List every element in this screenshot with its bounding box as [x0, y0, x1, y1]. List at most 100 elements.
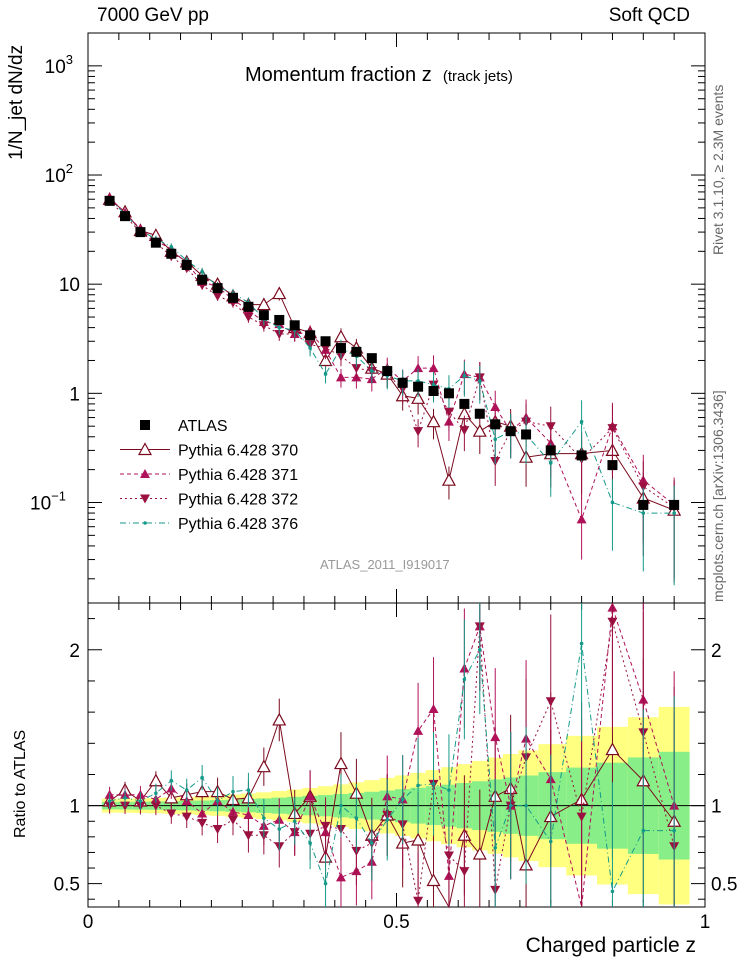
pythia372-point	[140, 494, 150, 504]
ratio-tick-label-right: 1	[711, 797, 722, 818]
pythia372-point	[212, 825, 223, 835]
legend-entry: Pythia 6.428 372	[120, 492, 298, 509]
atlas-point	[140, 420, 150, 430]
pythia376-point	[231, 789, 235, 794]
atlas-point	[669, 499, 680, 510]
pythia370-point	[256, 759, 271, 773]
x-axis-label: Charged particle z	[525, 934, 696, 957]
atlas-point	[638, 499, 649, 510]
pythia376-point	[308, 841, 312, 845]
atlas-point	[335, 343, 346, 354]
x-tick-label: 1	[700, 912, 711, 933]
pythia376-point	[462, 373, 467, 378]
legend-label: Pythia 6.428 372	[178, 492, 298, 509]
pythia372-point	[413, 427, 424, 437]
pythia371-point	[413, 725, 424, 735]
pythia370-point	[411, 832, 426, 846]
atlas-point	[289, 320, 300, 331]
ratio-tick-label-right: 2	[711, 641, 722, 662]
pythia371-point	[428, 704, 439, 714]
y-tick-label: 10	[59, 275, 80, 296]
atlas-point	[320, 336, 331, 347]
pythia376-point	[641, 828, 646, 833]
pythia371-point	[140, 469, 150, 478]
atlas-point	[521, 429, 532, 440]
atlas-point	[459, 398, 470, 409]
panel-title-main: Momentum fraction z	[245, 64, 432, 86]
atlas-point	[505, 426, 516, 437]
pythia372-point	[320, 821, 331, 831]
ratio-tick-label: 2	[69, 641, 80, 662]
pythia372-point	[320, 344, 331, 354]
atlas-point	[181, 259, 192, 270]
pythia370-point	[605, 742, 620, 756]
pythia376-point	[246, 788, 251, 792]
pythia376-point	[154, 791, 158, 795]
pythia376-point	[323, 881, 328, 886]
pythia376-point	[610, 889, 615, 894]
pythia370-point	[256, 297, 271, 311]
pythia376-point	[548, 839, 553, 844]
atlas-point	[166, 248, 177, 259]
pythia370-point	[426, 414, 441, 428]
pythia376-point	[477, 647, 482, 652]
pythia372-point	[181, 812, 192, 822]
pythia370-point	[411, 391, 426, 404]
pythia376-point	[462, 677, 467, 682]
legend-entry: Pythia 6.428 376	[120, 516, 298, 533]
atlas-point	[490, 419, 501, 430]
y-axis-label-ratio: Ratio to ATLAS	[12, 729, 29, 838]
pythia372-point	[212, 291, 223, 301]
data-series	[102, 191, 682, 909]
pythia376-point	[184, 788, 189, 792]
y-tick-label: 10−1	[30, 488, 66, 514]
pythia376-point	[548, 461, 553, 465]
pythia372-point	[150, 801, 161, 811]
pythia370-point	[195, 784, 210, 798]
pythia372-point	[413, 896, 424, 906]
pythia372-point	[443, 851, 454, 861]
pythia370-point	[137, 442, 153, 456]
atlas-point	[258, 310, 269, 321]
ratio-tick-label-right: 0.5	[711, 875, 737, 896]
pythia371-point	[576, 514, 587, 524]
ratio-series-line	[109, 621, 675, 901]
pythia376-point	[508, 803, 513, 808]
pythia372-point	[197, 818, 208, 828]
pythia376-point	[277, 325, 282, 330]
pythia371-point	[428, 363, 439, 373]
pythia376-point	[416, 783, 420, 788]
atlas-point	[545, 445, 556, 456]
ratio-tick-label: 0.5	[54, 875, 80, 896]
pythia372-point	[166, 809, 177, 819]
legend-entry: ATLAS	[140, 418, 228, 435]
source-url-label: mcplots.cern.ch [arXiv:1306.3436]	[710, 390, 726, 602]
pythia376-point	[672, 828, 676, 833]
atlas-point	[607, 460, 618, 471]
pythia376-point	[370, 369, 374, 373]
pythia376-point	[610, 500, 615, 505]
pythia371-point	[335, 872, 346, 882]
atlas-point	[474, 408, 485, 419]
pythia372-point	[607, 617, 618, 627]
pythia376-point	[431, 782, 436, 786]
legend-entry: Pythia 6.428 371	[120, 467, 298, 484]
pythia372-point	[243, 831, 254, 841]
pythia372-point	[459, 426, 470, 436]
header-energy: 7000 GeV pp	[97, 5, 209, 26]
pythia376-point	[143, 521, 147, 525]
y-tick-label: 103	[45, 52, 73, 78]
atlas-point	[428, 386, 439, 397]
pythia376-point	[169, 244, 174, 249]
atlas-point	[351, 346, 362, 357]
legend-label: Pythia 6.428 371	[178, 467, 298, 484]
pythia376-point	[123, 796, 127, 800]
pythia370-point	[272, 286, 287, 300]
atlas-point	[227, 292, 238, 303]
atlas-point	[197, 274, 208, 285]
atlas-point	[212, 283, 223, 294]
atlas-point	[305, 330, 316, 341]
legend-label: ATLAS	[178, 418, 228, 435]
pythia376-point	[323, 372, 328, 376]
